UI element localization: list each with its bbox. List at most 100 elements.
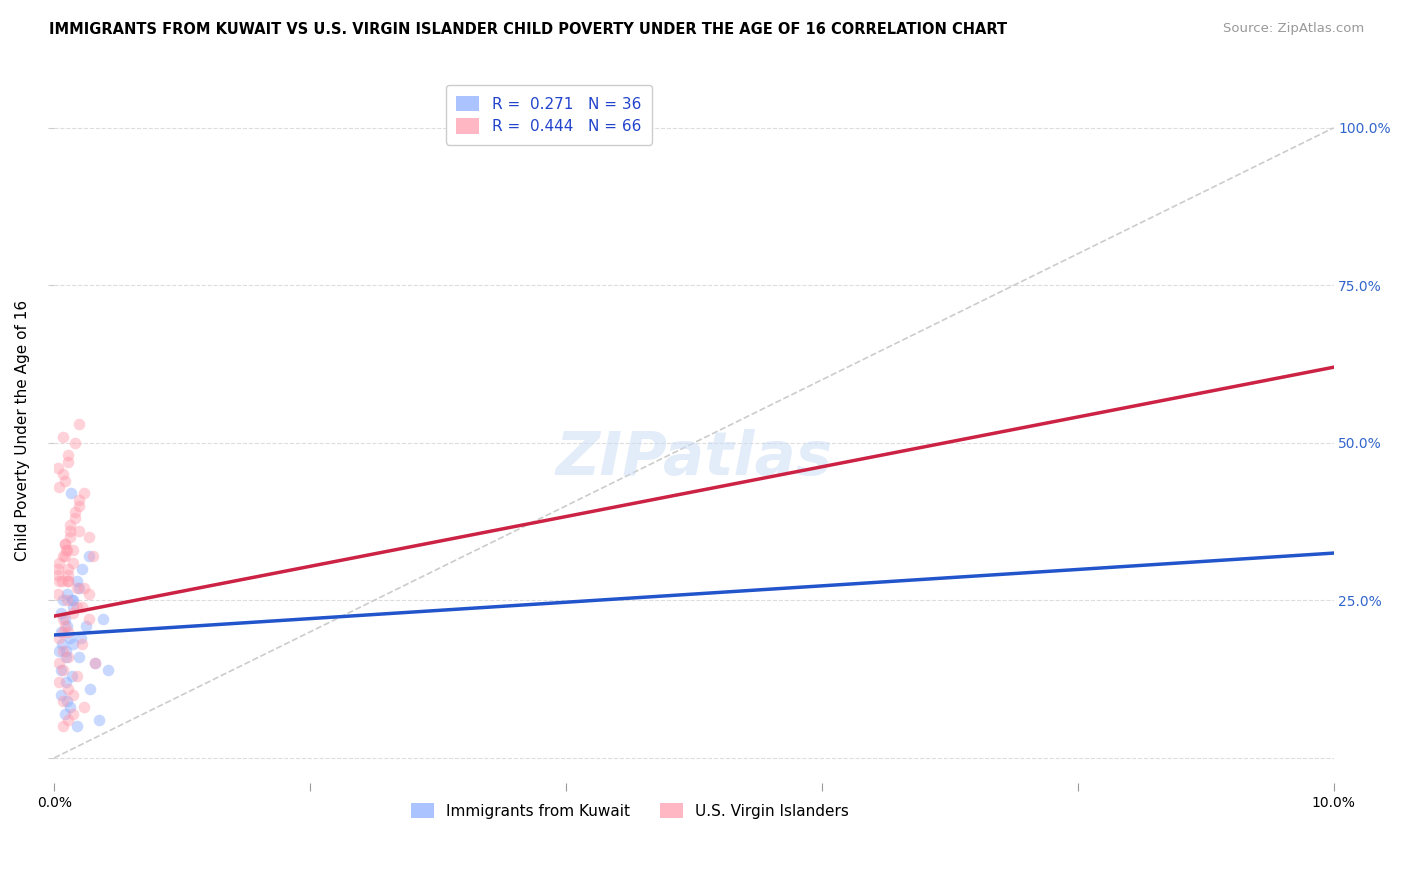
Point xyxy=(53,536,76,550)
Point xyxy=(73,700,96,714)
Point xyxy=(52,593,75,607)
Point xyxy=(48,675,70,690)
Point xyxy=(52,644,75,658)
Point xyxy=(48,480,70,494)
Point xyxy=(48,574,70,589)
Point xyxy=(46,568,69,582)
Point xyxy=(56,618,79,632)
Point xyxy=(48,644,70,658)
Point xyxy=(67,492,90,507)
Point xyxy=(66,599,89,614)
Point xyxy=(66,669,89,683)
Point xyxy=(56,587,79,601)
Point xyxy=(52,429,75,443)
Point xyxy=(56,593,79,607)
Point xyxy=(73,486,96,500)
Point xyxy=(67,524,90,538)
Point xyxy=(62,706,84,721)
Y-axis label: Child Poverty Under the Age of 16: Child Poverty Under the Age of 16 xyxy=(15,300,30,561)
Point xyxy=(49,606,72,620)
Point xyxy=(70,631,93,645)
Point xyxy=(49,663,72,677)
Point xyxy=(60,593,83,607)
Point xyxy=(82,549,104,564)
Point xyxy=(60,669,83,683)
Point xyxy=(52,694,75,708)
Point xyxy=(77,549,100,564)
Point xyxy=(72,599,94,614)
Point xyxy=(53,618,76,632)
Text: Source: ZipAtlas.com: Source: ZipAtlas.com xyxy=(1223,22,1364,36)
Point xyxy=(53,549,76,564)
Point xyxy=(91,612,114,626)
Point xyxy=(53,474,76,488)
Point xyxy=(52,624,75,639)
Point xyxy=(46,587,69,601)
Text: IMMIGRANTS FROM KUWAIT VS U.S. VIRGIN ISLANDER CHILD POVERTY UNDER THE AGE OF 16: IMMIGRANTS FROM KUWAIT VS U.S. VIRGIN IS… xyxy=(49,22,1007,37)
Point xyxy=(62,543,84,558)
Point xyxy=(55,543,77,558)
Point xyxy=(59,524,82,538)
Point xyxy=(77,612,100,626)
Point xyxy=(46,562,69,576)
Point xyxy=(67,499,90,513)
Point xyxy=(59,631,82,645)
Point xyxy=(58,681,80,696)
Point xyxy=(72,637,94,651)
Point xyxy=(53,612,76,626)
Point xyxy=(84,657,107,671)
Point xyxy=(77,530,100,544)
Point xyxy=(79,681,101,696)
Point xyxy=(51,637,73,651)
Point xyxy=(58,568,80,582)
Point xyxy=(67,581,90,595)
Point xyxy=(62,599,84,614)
Point xyxy=(67,417,90,431)
Point xyxy=(56,694,79,708)
Point xyxy=(73,581,96,595)
Point xyxy=(49,688,72,702)
Point xyxy=(52,719,75,733)
Point xyxy=(62,593,84,607)
Point xyxy=(63,511,86,525)
Point xyxy=(58,455,80,469)
Point xyxy=(53,706,76,721)
Point xyxy=(52,612,75,626)
Point xyxy=(66,719,89,733)
Point xyxy=(58,449,80,463)
Point xyxy=(97,663,120,677)
Point xyxy=(62,556,84,570)
Point xyxy=(46,461,69,475)
Point xyxy=(58,574,80,589)
Legend: Immigrants from Kuwait, U.S. Virgin Islanders: Immigrants from Kuwait, U.S. Virgin Isla… xyxy=(405,797,855,825)
Point xyxy=(87,713,110,727)
Point xyxy=(53,536,76,550)
Point xyxy=(48,631,70,645)
Point xyxy=(59,530,82,544)
Point xyxy=(58,624,80,639)
Point xyxy=(49,624,72,639)
Point xyxy=(63,435,86,450)
Point xyxy=(58,650,80,665)
Point xyxy=(62,688,84,702)
Point xyxy=(59,700,82,714)
Point xyxy=(77,587,100,601)
Point xyxy=(62,637,84,651)
Point xyxy=(51,574,73,589)
Point xyxy=(58,713,80,727)
Point xyxy=(59,517,82,532)
Point xyxy=(55,675,77,690)
Point xyxy=(66,574,89,589)
Point xyxy=(55,650,77,665)
Point xyxy=(66,581,89,595)
Point xyxy=(48,556,70,570)
Point xyxy=(67,650,90,665)
Point xyxy=(63,505,86,519)
Point xyxy=(75,618,97,632)
Text: ZIPatlas: ZIPatlas xyxy=(555,429,832,488)
Point xyxy=(59,486,82,500)
Point xyxy=(52,467,75,482)
Point xyxy=(55,644,77,658)
Point xyxy=(56,543,79,558)
Point xyxy=(52,549,75,564)
